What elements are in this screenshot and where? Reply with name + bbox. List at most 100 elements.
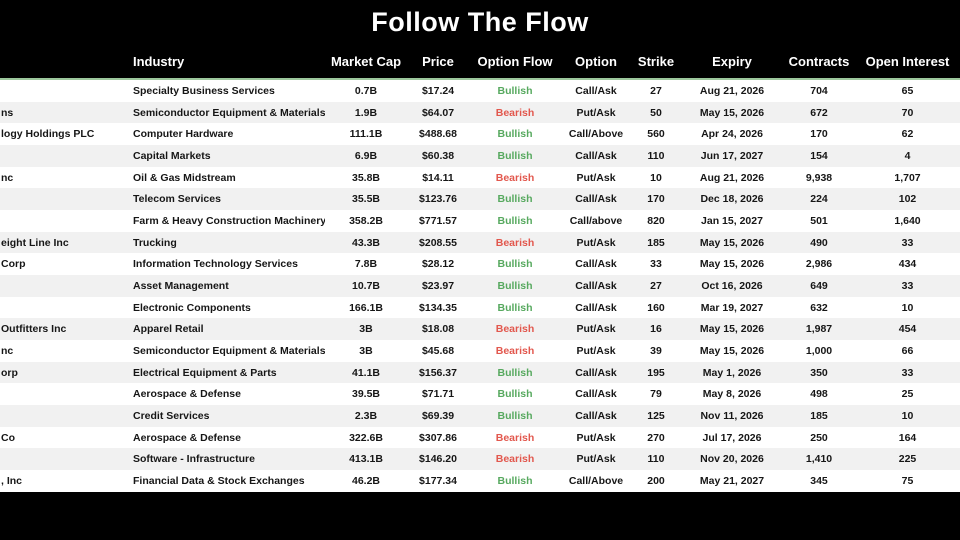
option-type: Call/Above: [568, 128, 624, 141]
market-cap: 0.7B: [354, 84, 378, 97]
option-flow: Bearish: [495, 106, 535, 119]
option-type: Call/Ask: [575, 366, 617, 379]
price: $307.86: [419, 431, 457, 444]
company-name: ns: [1, 106, 14, 119]
company-name: logy Holdings PLC: [1, 128, 95, 141]
expiry: May 15, 2026: [699, 236, 765, 249]
strike: 79: [650, 388, 662, 401]
contracts: 2,986: [805, 258, 833, 271]
market-cap: 35.8B: [351, 171, 381, 184]
strike: 33: [650, 258, 662, 271]
open-interest: 1,707: [894, 171, 921, 184]
company-name: nc: [1, 171, 14, 184]
strike: 50: [650, 106, 662, 119]
option-type: Put/Ask: [576, 344, 616, 357]
open-interest: 33: [901, 236, 914, 249]
market-cap: 10.7B: [351, 279, 381, 292]
strike: 110: [647, 453, 665, 466]
option-type: Call/Ask: [575, 84, 617, 97]
price: $146.20: [419, 453, 457, 466]
expiry: May 21, 2027: [699, 474, 765, 487]
strike: 16: [650, 323, 662, 336]
contracts: 350: [810, 366, 828, 379]
price: $18.08: [421, 323, 455, 336]
option-flow: Bullish: [497, 279, 533, 292]
contracts: 9,938: [805, 171, 833, 184]
price: $17.24: [421, 84, 455, 97]
industry: Asset Management: [133, 279, 229, 292]
option-type: Call/above: [569, 214, 623, 227]
open-interest: 70: [901, 106, 914, 119]
expiry: May 15, 2026: [699, 258, 765, 271]
column-header-price: Price: [422, 54, 454, 69]
column-header-option-type: Option: [575, 54, 617, 69]
column-header-industry: Industry: [133, 54, 185, 69]
option-type: Put/Ask: [576, 323, 616, 336]
price: $156.37: [419, 366, 457, 379]
market-cap: 2.3B: [354, 409, 378, 422]
open-interest: 4: [904, 149, 911, 162]
price: $64.07: [421, 106, 455, 119]
open-interest: 66: [901, 344, 914, 357]
price: $488.68: [419, 128, 457, 141]
expiry: Jun 17, 2027: [700, 149, 764, 162]
market-cap: 413.1B: [349, 453, 383, 466]
open-interest: 102: [898, 193, 917, 206]
strike: 820: [647, 214, 665, 227]
open-interest: 434: [898, 258, 917, 271]
industry: Farm & Heavy Construction Machinery: [133, 214, 325, 227]
strike: 27: [650, 279, 662, 292]
option-type: Call/Ask: [575, 409, 617, 422]
footer-band: [0, 491, 960, 540]
strike: 170: [647, 193, 665, 206]
company-name: , Inc: [1, 474, 23, 487]
strike: 39: [650, 344, 662, 357]
table-row: , Inc Financial Data & Stock Exchanges 46.…: [0, 470, 960, 492]
market-cap: 46.2B: [351, 474, 381, 487]
table-body: Specialty Business Services 0.7B $17.24 Bul…: [0, 80, 960, 492]
industry: Electronic Components: [133, 301, 251, 314]
strike: 195: [647, 366, 665, 379]
expiry: Jan 15, 2027: [701, 214, 763, 227]
expiry: Nov 20, 2026: [700, 453, 764, 466]
company-name: nc: [1, 344, 14, 357]
industry: Capital Markets: [133, 149, 211, 162]
table-row: Corp Information Technology Services 7.8B $…: [0, 253, 960, 276]
contracts: 250: [810, 431, 828, 444]
open-interest: 65: [901, 84, 914, 97]
open-interest: 75: [901, 474, 914, 487]
industry: Semiconductor Equipment & Materials: [133, 106, 325, 119]
option-type: Put/Ask: [576, 431, 616, 444]
table-row: Co Aerospace & Defense 322.6B $307.86 Bearis…: [0, 426, 960, 449]
price: $14.11: [422, 171, 454, 184]
table-row: logy Holdings PLC Computer Hardware 111.1B…: [0, 123, 960, 146]
market-cap: 7.8B: [354, 258, 378, 271]
option-type: Put/Ask: [576, 236, 616, 249]
contracts: 501: [810, 214, 828, 227]
price: $771.57: [419, 214, 457, 227]
strike: 200: [647, 474, 665, 487]
price: $134.35: [419, 301, 457, 314]
open-interest: 62: [901, 128, 914, 141]
industry: Electrical Equipment & Parts: [133, 366, 277, 379]
contracts: 170: [810, 128, 828, 141]
option-flow: Bullish: [497, 409, 533, 422]
table-row: Asset Management 10.7B $23.97 Bullish Call/A…: [0, 275, 960, 297]
option-flow: Bearish: [495, 453, 535, 466]
industry: Information Technology Services: [133, 258, 298, 271]
company-name: orp: [1, 366, 18, 379]
industry: Specialty Business Services: [133, 84, 275, 97]
option-flow: Bearish: [495, 431, 535, 444]
contracts: 345: [810, 474, 828, 487]
column-header-market-cap: Market Cap: [330, 54, 402, 69]
industry: Semiconductor Equipment & Materials: [133, 344, 325, 357]
open-interest: 164: [898, 431, 917, 444]
page-title: Follow The Flow: [371, 7, 589, 37]
option-flow: Bullish: [497, 84, 533, 97]
table-row: orp Electrical Equipment & Parts 41.1B $156…: [0, 361, 960, 384]
table-row: Telecom Services 35.5B $123.76 Bullish Call/…: [0, 188, 960, 211]
contracts: 490: [810, 236, 828, 249]
contracts: 185: [810, 409, 828, 422]
industry: Aerospace & Defense: [133, 388, 241, 401]
